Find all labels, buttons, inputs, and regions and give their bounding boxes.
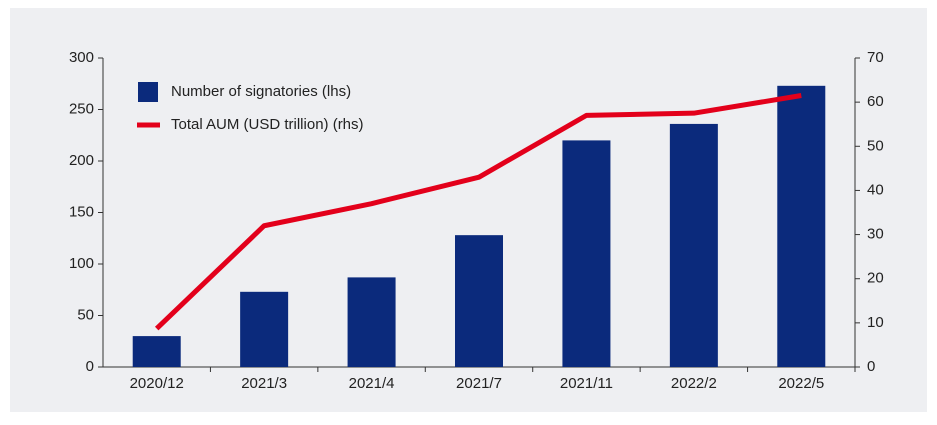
x-tick-label: 2022/2 — [671, 375, 717, 392]
x-tick-label: 2021/4 — [349, 375, 395, 392]
legend-swatch — [138, 82, 158, 102]
y2-tick-label: 20 — [867, 270, 884, 287]
y2-tick-label: 50 — [867, 137, 884, 154]
y-tick-label: 150 — [69, 203, 94, 220]
x-tick-label: 2020/12 — [130, 375, 184, 392]
bar — [562, 140, 611, 367]
bar — [455, 235, 503, 367]
legend-label: Total AUM (USD trillion) (rhs) — [171, 116, 364, 133]
line — [154, 93, 802, 331]
x-tick-label: 2021/3 — [241, 375, 287, 392]
y2-tick-label: 40 — [867, 181, 884, 198]
y2-tick-label: 0 — [867, 358, 875, 375]
x-tick-label: 2021/7 — [456, 375, 502, 392]
y-tick-label: 200 — [69, 152, 94, 169]
y-tick-label: 50 — [77, 306, 94, 323]
x-tick-label: 2021/11 — [560, 375, 613, 392]
y-tick-label: 300 — [69, 49, 94, 66]
y-tick-label: 0 — [86, 358, 94, 375]
y2-tick-label: 70 — [867, 49, 884, 66]
y-tick-label: 100 — [69, 255, 94, 272]
bar — [669, 123, 718, 367]
y-tick-label: 250 — [69, 100, 94, 117]
bar — [347, 277, 396, 367]
bar — [240, 291, 289, 367]
y2-tick-label: 10 — [867, 314, 884, 331]
legend-label: Number of signatories (lhs) — [171, 83, 351, 100]
x-tick-label: 2022/5 — [778, 375, 824, 392]
bar — [777, 85, 826, 367]
bar — [132, 336, 181, 367]
y2-tick-label: 30 — [867, 226, 884, 243]
y2-tick-label: 60 — [867, 93, 884, 110]
